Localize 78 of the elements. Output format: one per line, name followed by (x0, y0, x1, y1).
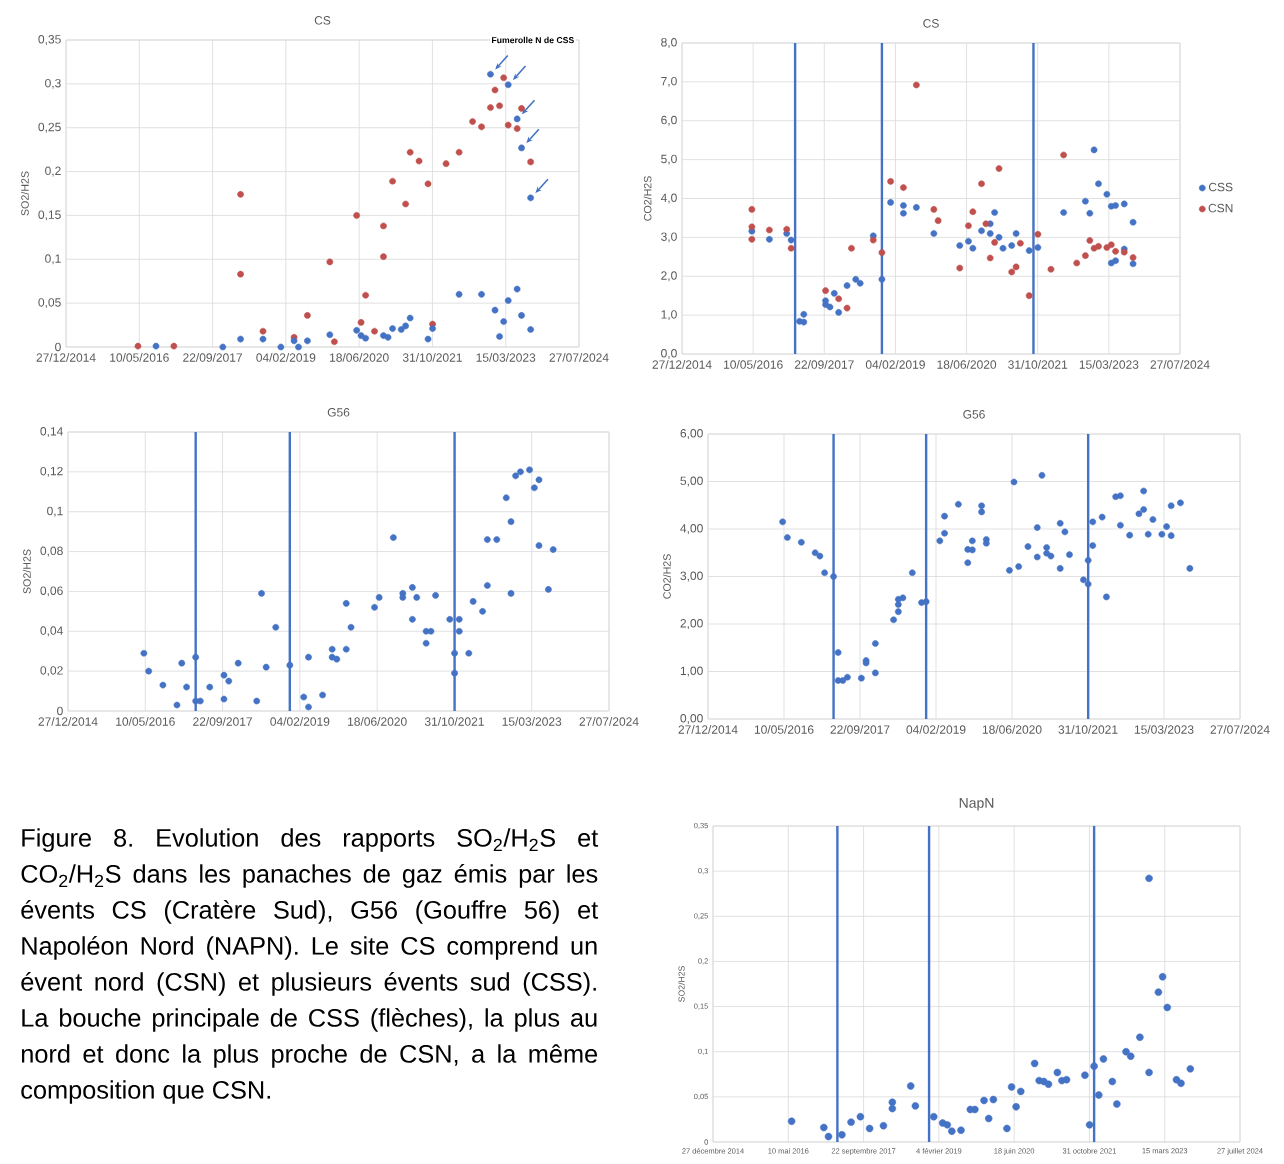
y-tick-label: 4,0 (660, 193, 677, 204)
x-tick-label: 04/02/2019 (270, 717, 330, 726)
y-tick-label: 0,14 (40, 427, 63, 437)
y-tick-label: 1,0 (661, 310, 677, 321)
y-tick-label: 2,0 (661, 271, 677, 282)
x-tick-label: 22/09/2017 (183, 353, 242, 362)
y-tick-label: 0,1 (45, 254, 61, 265)
x-tick-label: 27/12/2014 (36, 353, 96, 362)
y-tick-label: 0 (55, 342, 61, 352)
x-tick-label: 31/10/2021 (424, 717, 484, 726)
y-tick-label: 0,35 (38, 35, 61, 45)
y-axis-title: SO2/H2S (678, 966, 685, 1002)
y-tick-label: 3,00 (680, 571, 703, 582)
y-tick-label: 0,08 (40, 546, 63, 557)
x-tick-label: 10/05/2016 (724, 360, 783, 369)
x-tick-label: 22/09/2017 (193, 717, 252, 726)
legend-label: CSN (1208, 203, 1233, 213)
annotation: Fumerolle N de CSS (492, 36, 574, 44)
y-tick-label: 0,04 (40, 626, 63, 637)
y-tick-label: 6,0 (661, 115, 677, 126)
y-axis-title: SO2/H2S (20, 171, 29, 216)
y-axis-title: CO2/H2S (643, 176, 652, 221)
x-tick-label: 27/12/2014 (652, 360, 712, 369)
y-tick-label: 0,06 (40, 586, 63, 597)
chart-title: CS (923, 19, 939, 28)
y-tick-label: 2,00 (680, 619, 703, 629)
y-tick-label: 0,1 (47, 506, 63, 517)
chart-title: G56 (327, 408, 350, 417)
x-tick-label: 27/07/2024 (1150, 360, 1210, 369)
x-tick-label: 15/03/2023 (1134, 725, 1194, 734)
y-tick-label: 5,0 (661, 154, 677, 165)
y-tick-label: 0,2 (45, 166, 61, 177)
x-tick-label: 15/03/2023 (476, 353, 536, 362)
x-tick-label: 22/09/2017 (794, 360, 854, 369)
x-tick-label: 22/09/2017 (830, 725, 890, 734)
x-tick-label: 27/07/2024 (1210, 725, 1270, 734)
y-axis-title: SO2/H2S (22, 549, 31, 594)
x-tick-label: 15/03/2023 (502, 717, 562, 726)
chart-title: CS (314, 16, 331, 25)
x-tick-label: 31/10/2021 (1058, 725, 1118, 734)
x-tick-label: 31/10/2021 (402, 353, 462, 362)
chart-title: NapN (959, 798, 994, 811)
x-tick-label: 10/05/2016 (110, 353, 169, 362)
chart-title: G56 (963, 410, 985, 419)
y-axis-title: CO2/H2S (662, 554, 671, 599)
x-tick-label: 10/05/2016 (116, 717, 175, 726)
y-tick-label: 3,0 (661, 232, 677, 243)
x-tick-label: 18/06/2020 (348, 717, 407, 726)
x-tick-label: 04/02/2019 (906, 725, 966, 734)
text: Figure 8. Evolution des rapports SO$_{2}$/H$_{2}$S et CO$_{2}$/H$_{2}$S dans les panaches de gaz émis par les évents CS (Cratère Sud), G56 (Gouffre 56) et Napoléon Nord (NAPN). Le site CS comprend un évent nord (CSN) et plusieurs évents sud (CSS). La bouche principale de CSS (flèches), la plus au nord et donc la plus proche de CSN, a la même composition que CSN. (21, 828, 599, 1104)
legend-label: CSS (1208, 182, 1233, 192)
x-tick-label: 27/07/2024 (549, 353, 609, 362)
y-tick-label: 0,05 (38, 298, 61, 309)
y-tick-label: 0,0 (661, 349, 677, 359)
y-tick-label: 5,00 (680, 476, 703, 487)
x-tick-label: 04/02/2019 (865, 360, 925, 369)
y-tick-label: 6,00 (680, 429, 703, 439)
x-tick-label: 18/06/2020 (937, 360, 997, 369)
x-tick-label: 27/07/2024 (579, 717, 639, 726)
y-tick-label: 7,0 (661, 76, 677, 87)
y-tick-label: 1,00 (680, 666, 703, 677)
y-tick-label: 0,25 (38, 122, 61, 133)
x-tick-label: 18/06/2020 (330, 353, 389, 362)
y-tick-label: 0,15 (38, 210, 61, 221)
x-tick-label: 31/10/2021 (1008, 360, 1068, 369)
x-tick-label: 27/12/2014 (38, 717, 98, 726)
y-tick-label: 0,3 (45, 78, 61, 89)
x-tick-label: 27/12/2014 (678, 725, 738, 734)
x-tick-label: 15/03/2023 (1079, 360, 1139, 369)
y-tick-label: 4,00 (680, 524, 703, 534)
x-tick-label: 10/05/2016 (754, 725, 814, 734)
x-tick-label: 18/06/2020 (982, 725, 1042, 734)
y-tick-label: 0,12 (40, 466, 63, 477)
y-tick-label: 0 (57, 706, 63, 716)
y-tick-label: 0,00 (680, 714, 703, 724)
y-tick-label: 0,02 (40, 666, 63, 677)
y-tick-label: 8,0 (661, 38, 677, 48)
x-tick-label: 04/02/2019 (256, 353, 316, 362)
